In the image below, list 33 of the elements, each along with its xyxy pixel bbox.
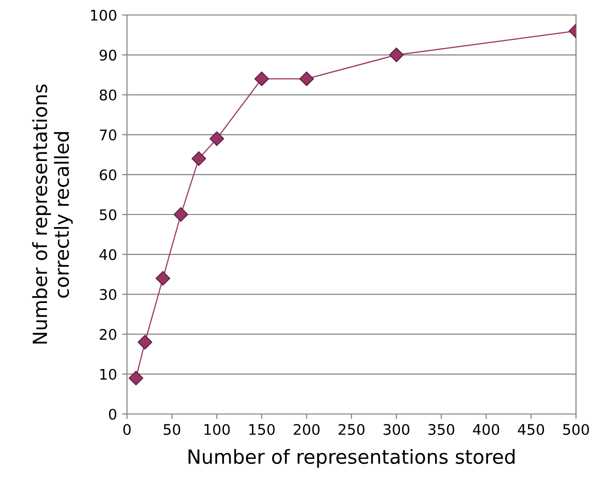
x-tick-label: 150 xyxy=(249,424,275,436)
y-tick-label: 0 xyxy=(108,408,116,420)
y-axis-title: Number of representations correctly recalled xyxy=(32,84,73,344)
y-tick-label: 70 xyxy=(100,129,116,140)
y-tick-label: 80 xyxy=(100,90,116,101)
x-tick-label: 100 xyxy=(204,424,230,436)
x-tick-label: 200 xyxy=(294,424,320,436)
x-tick-label: 400 xyxy=(472,424,500,436)
y-tick-label: 100 xyxy=(91,10,116,21)
y-tick-label: 50 xyxy=(100,209,116,220)
y-tick-label: 40 xyxy=(99,249,116,260)
x-tick-label: 450 xyxy=(518,424,544,436)
point xyxy=(138,334,152,350)
y-tick-label: 30 xyxy=(100,289,116,300)
y-tick-label: 60 xyxy=(100,169,116,180)
point xyxy=(254,72,269,86)
x-tick-label: 0 xyxy=(123,424,131,436)
point xyxy=(174,207,188,222)
x-tick-label: 250 xyxy=(338,424,364,436)
x-axis-title: Number of representations stored xyxy=(188,448,515,468)
y-tick-label: 20 xyxy=(100,328,116,340)
x-tick-label: 300 xyxy=(384,424,410,436)
x-tick-label: 500 xyxy=(563,424,589,436)
x-tick-label: 50 xyxy=(164,424,180,436)
point xyxy=(299,72,314,86)
point xyxy=(192,151,206,166)
x-tick-label: 350 xyxy=(428,424,454,436)
point xyxy=(210,131,224,146)
y-tick-label: 10 xyxy=(100,368,116,380)
point xyxy=(128,370,144,386)
point xyxy=(156,271,170,286)
point xyxy=(389,48,404,62)
y-tick-label: 90 xyxy=(100,50,116,61)
